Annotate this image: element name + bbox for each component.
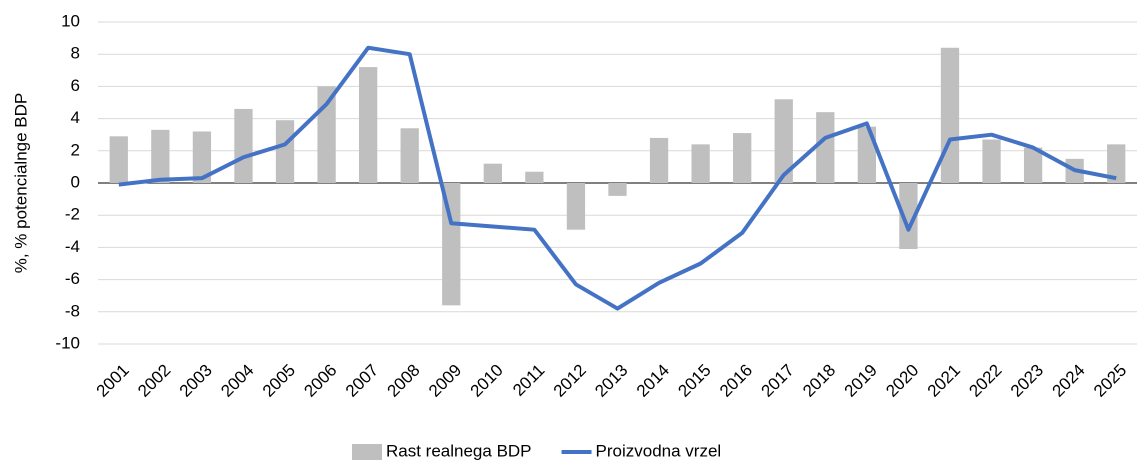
bar xyxy=(566,183,586,230)
bar xyxy=(151,129,170,183)
x-tick-label: 2010 xyxy=(467,361,507,401)
bar xyxy=(940,47,960,184)
y-tick-label: 0 xyxy=(71,172,80,191)
y-tick-label: 8 xyxy=(71,44,80,63)
bar xyxy=(774,99,793,183)
line xyxy=(118,45,1117,311)
y-axis-label: %, % potencialnge BDP xyxy=(11,93,30,274)
x-tick-label: 2018 xyxy=(799,361,839,401)
bar xyxy=(234,108,253,183)
bar xyxy=(192,131,212,183)
x-tick-label: 2019 xyxy=(841,361,881,401)
x-tick-label: 2004 xyxy=(217,361,257,401)
x-tick-label: 2013 xyxy=(591,361,631,401)
y-tick-label: -8 xyxy=(65,301,80,320)
y-tick-label: -10 xyxy=(55,333,80,352)
x-tick-label: 2020 xyxy=(882,361,922,401)
bar xyxy=(109,136,128,183)
x-tick-label: 2017 xyxy=(758,361,798,401)
x-tick-label: 2012 xyxy=(550,361,590,401)
bar xyxy=(358,67,378,183)
x-tick-label: 2003 xyxy=(176,361,216,401)
bar xyxy=(442,183,461,306)
y-tick-label: 4 xyxy=(71,108,80,127)
y-tick-label: 6 xyxy=(71,76,80,95)
bar xyxy=(1023,147,1043,183)
x-tick-label: 2014 xyxy=(633,361,673,401)
x-tick-label: 2015 xyxy=(674,361,714,401)
x-tick-label: 2023 xyxy=(1007,361,1047,401)
bar xyxy=(691,144,710,183)
x-tick-label: 2002 xyxy=(134,361,174,401)
x-tick-label: 2005 xyxy=(259,361,299,401)
bar xyxy=(275,120,295,183)
x-tick-label: 2022 xyxy=(965,361,1005,401)
bar xyxy=(1107,144,1126,183)
bar xyxy=(816,112,835,183)
x-tick-label: 2008 xyxy=(384,361,424,401)
x-tick-label: 2024 xyxy=(1048,361,1088,401)
bar xyxy=(982,139,1001,183)
x-tick-label: 2016 xyxy=(716,361,756,401)
bar xyxy=(857,126,877,183)
bar xyxy=(733,133,752,183)
x-tick-label: 2025 xyxy=(1090,361,1130,401)
y-tick-label: -6 xyxy=(65,269,80,288)
y-tick-label: -2 xyxy=(65,205,80,224)
x-tick-label: 2006 xyxy=(300,361,340,401)
y-tick-label: 10 xyxy=(61,11,80,30)
bar xyxy=(899,183,918,250)
x-tick-label: 2021 xyxy=(924,361,964,401)
x-tick-label: 2009 xyxy=(425,361,465,401)
x-tick-label: 2001 xyxy=(93,361,133,401)
x-tick-label: 2007 xyxy=(342,361,382,401)
bar xyxy=(483,163,502,183)
y-tick-label: 2 xyxy=(71,140,80,159)
x-tick-label: 2011 xyxy=(509,361,548,400)
legend-label: Rast realnega BDP xyxy=(386,441,532,460)
bar xyxy=(525,171,544,183)
legend-label: Proizvodna vrzel xyxy=(596,441,722,460)
legend-swatch xyxy=(352,444,382,460)
bar xyxy=(608,183,627,196)
bar xyxy=(400,128,419,183)
bar xyxy=(649,137,669,183)
y-tick-label: -4 xyxy=(65,237,80,256)
